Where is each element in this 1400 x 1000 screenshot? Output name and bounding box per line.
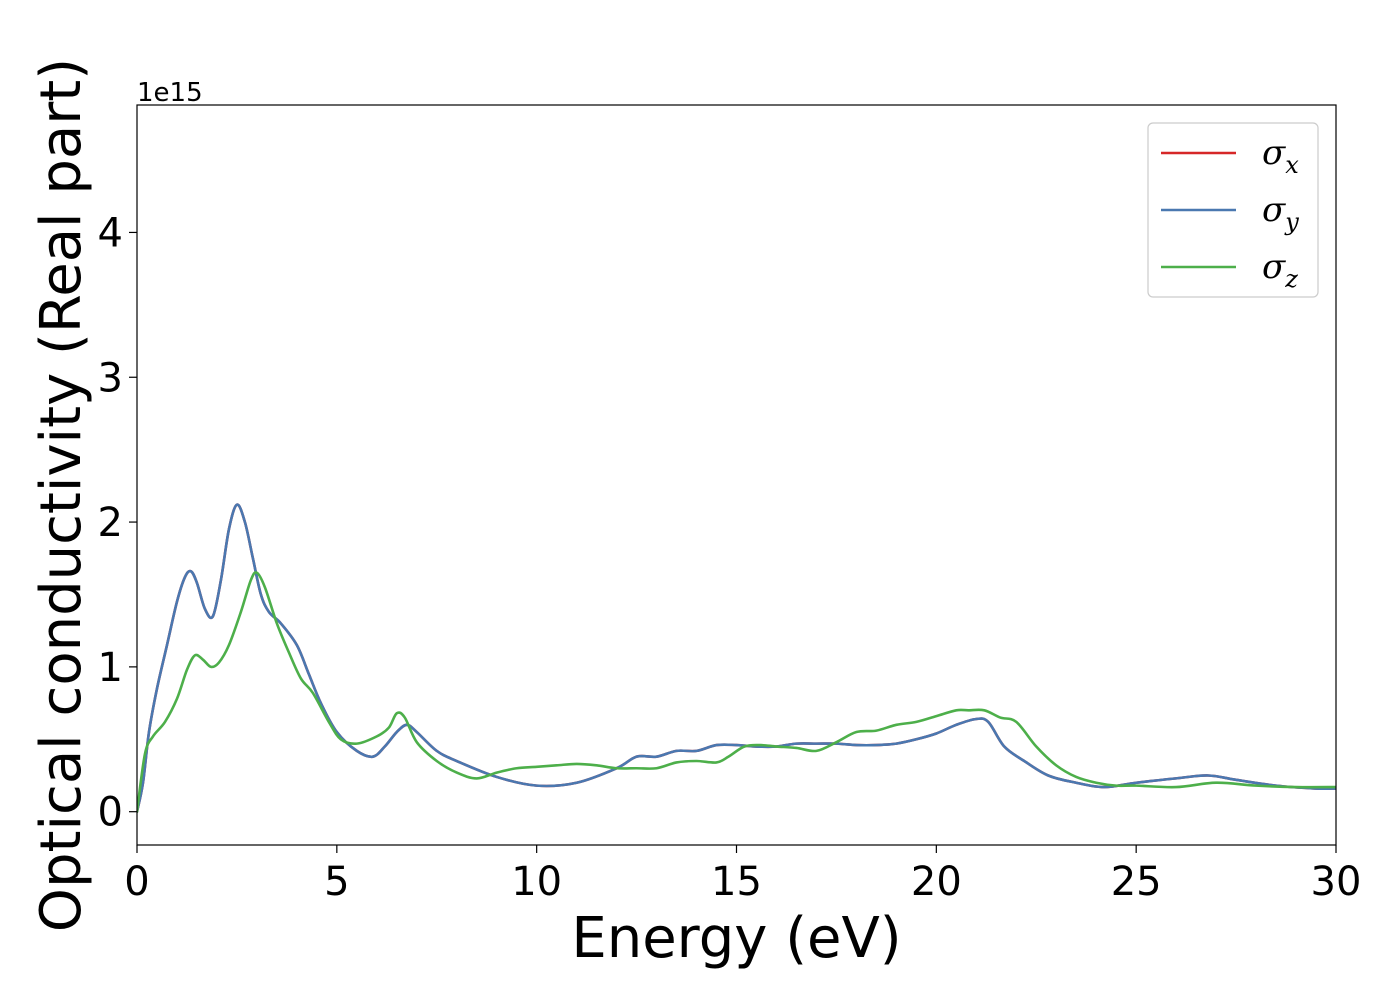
legend-entry-z: σz bbox=[1161, 247, 1298, 293]
legend-entry-x: σx bbox=[1161, 133, 1299, 179]
legend-entry-y: σy bbox=[1161, 190, 1299, 236]
x-tick-label: 30 bbox=[1311, 859, 1362, 905]
x-tick-label: 25 bbox=[1111, 859, 1162, 905]
y-axis: 0 1 2 3 4 bbox=[98, 210, 137, 836]
y-tick-label: 3 bbox=[98, 355, 123, 401]
x-axis-title: Energy (eV) bbox=[571, 906, 901, 971]
y-tick-label: 4 bbox=[98, 210, 123, 256]
x-tick-label: 10 bbox=[511, 859, 562, 905]
plot-background bbox=[137, 105, 1336, 845]
x-tick-label: 0 bbox=[124, 859, 149, 905]
plot-area bbox=[136, 104, 1337, 846]
x-tick-label: 15 bbox=[711, 859, 762, 905]
legend: σx σy σz bbox=[1147, 122, 1319, 298]
x-axis: 0 5 10 15 20 25 30 bbox=[124, 845, 1361, 905]
legend-label: σx bbox=[1262, 133, 1299, 179]
x-tick-label: 5 bbox=[324, 859, 349, 905]
legend-label: σy bbox=[1262, 190, 1299, 236]
y-tick-label: 2 bbox=[98, 500, 123, 546]
series-line-y bbox=[137, 503, 1336, 813]
y-axis-title: Optical conductivity (Real part) bbox=[29, 58, 94, 932]
series-layer bbox=[137, 503, 1336, 813]
x-tick-label: 20 bbox=[911, 859, 962, 905]
legend-label: σz bbox=[1262, 247, 1298, 293]
y-tick-label: 1 bbox=[98, 645, 123, 691]
y-axis-offset-label: 1e15 bbox=[137, 78, 203, 108]
y-tick-label: 0 bbox=[98, 790, 123, 836]
series-line-z bbox=[137, 571, 1336, 813]
